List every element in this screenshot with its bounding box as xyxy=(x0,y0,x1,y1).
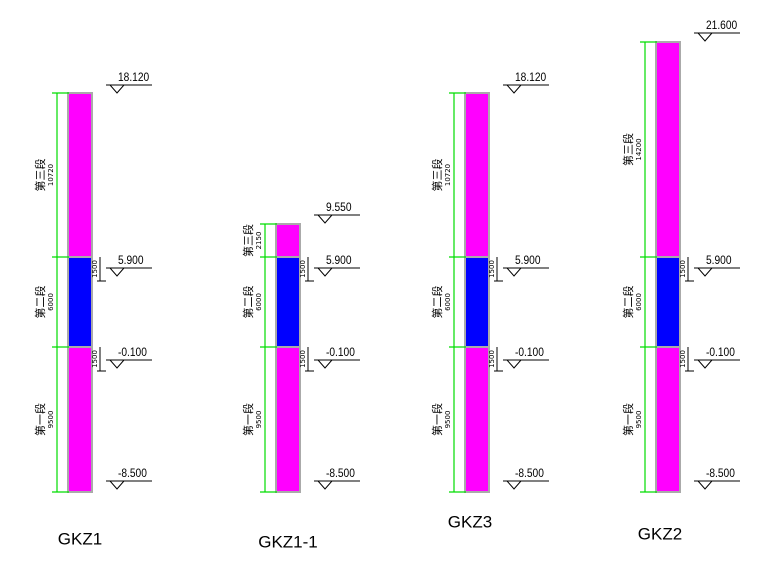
elevation-label: -0.100 xyxy=(515,346,544,359)
segment-dim: 10720 xyxy=(444,164,452,186)
elevation-label: -0.100 xyxy=(326,346,355,359)
elevation-label: -0.100 xyxy=(118,346,147,359)
segment-label: 第三段 xyxy=(241,224,255,257)
column-segment xyxy=(464,92,490,258)
segment-label: 第三段 xyxy=(33,159,47,192)
small-dim: 1500 xyxy=(91,350,99,368)
column-segment xyxy=(464,256,490,348)
column-segment xyxy=(67,92,93,258)
small-dim: 1500 xyxy=(488,350,496,368)
elevation-label: 5.900 xyxy=(515,254,541,267)
small-dim: 1500 xyxy=(91,260,99,278)
segment-label: 第二段 xyxy=(621,286,635,319)
elevation-label: 5.900 xyxy=(118,254,144,267)
elevation-label: 21.600 xyxy=(706,19,737,32)
segment-dim: 9500 xyxy=(635,411,643,429)
small-dim: 1500 xyxy=(679,350,687,368)
small-dim: 1500 xyxy=(299,260,307,278)
elevation-label: -8.500 xyxy=(515,467,544,480)
elevation-triangle xyxy=(505,267,523,277)
elevation-triangle xyxy=(696,32,714,42)
elevation-label: -8.500 xyxy=(326,467,355,480)
column-name: GKZ2 xyxy=(638,524,682,543)
elevation-triangle xyxy=(316,214,334,224)
segment-label: 第一段 xyxy=(621,403,635,436)
segment-dim: 6000 xyxy=(255,293,263,311)
segment-label: 第二段 xyxy=(241,286,255,319)
segment-label: 第三段 xyxy=(621,133,635,166)
column-name: GKZ1 xyxy=(58,529,102,548)
elevation-label: -8.500 xyxy=(118,467,147,480)
elevation-triangle xyxy=(108,480,126,490)
elevation-triangle xyxy=(696,267,714,277)
segment-dim: 2150 xyxy=(255,232,263,250)
segment-label: 第二段 xyxy=(33,286,47,319)
segment-dim: 6000 xyxy=(47,293,55,311)
elevation-triangle xyxy=(316,480,334,490)
elevation-triangle xyxy=(505,480,523,490)
segment-dim: 6000 xyxy=(635,293,643,311)
column-segment xyxy=(275,223,301,258)
elevation-triangle xyxy=(108,267,126,277)
elevation-triangle xyxy=(316,359,334,369)
elevation-triangle xyxy=(505,359,523,369)
elevation-triangle xyxy=(316,267,334,277)
column-segment xyxy=(275,346,301,493)
elevation-label: -0.100 xyxy=(706,346,735,359)
column-segment xyxy=(67,256,93,348)
elevation-label: 18.120 xyxy=(118,71,149,84)
column-segment xyxy=(67,346,93,493)
elevation-label: 18.120 xyxy=(515,71,546,84)
segment-label: 第一段 xyxy=(241,403,255,436)
elevation-triangle xyxy=(108,84,126,94)
elevation-label: 5.900 xyxy=(326,254,352,267)
column-segment xyxy=(655,256,681,348)
elevation-label: 9.550 xyxy=(326,201,352,214)
column-segment xyxy=(464,346,490,493)
column-name: GKZ3 xyxy=(448,512,492,531)
column-name: GKZ1-1 xyxy=(258,532,318,551)
elevation-triangle xyxy=(696,480,714,490)
elevation-label: 5.900 xyxy=(706,254,732,267)
column-segment xyxy=(275,256,301,348)
column-segment xyxy=(655,346,681,493)
elevation-triangle xyxy=(505,84,523,94)
segment-dim: 9500 xyxy=(47,411,55,429)
small-dim: 1500 xyxy=(488,260,496,278)
elevation-triangle xyxy=(108,359,126,369)
small-dim: 1500 xyxy=(679,260,687,278)
column-segment xyxy=(655,41,681,258)
segment-label: 第三段 xyxy=(430,159,444,192)
elevation-triangle xyxy=(696,359,714,369)
segment-label: 第一段 xyxy=(33,403,47,436)
segment-label: 第二段 xyxy=(430,286,444,319)
segment-dim: 6000 xyxy=(444,293,452,311)
segment-dim: 9500 xyxy=(444,411,452,429)
elevation-label: -8.500 xyxy=(706,467,735,480)
segment-dim: 10720 xyxy=(47,164,55,186)
small-dim: 1500 xyxy=(299,350,307,368)
segment-label: 第一段 xyxy=(430,403,444,436)
segment-dim: 9500 xyxy=(255,411,263,429)
segment-dim: 14200 xyxy=(635,138,643,160)
